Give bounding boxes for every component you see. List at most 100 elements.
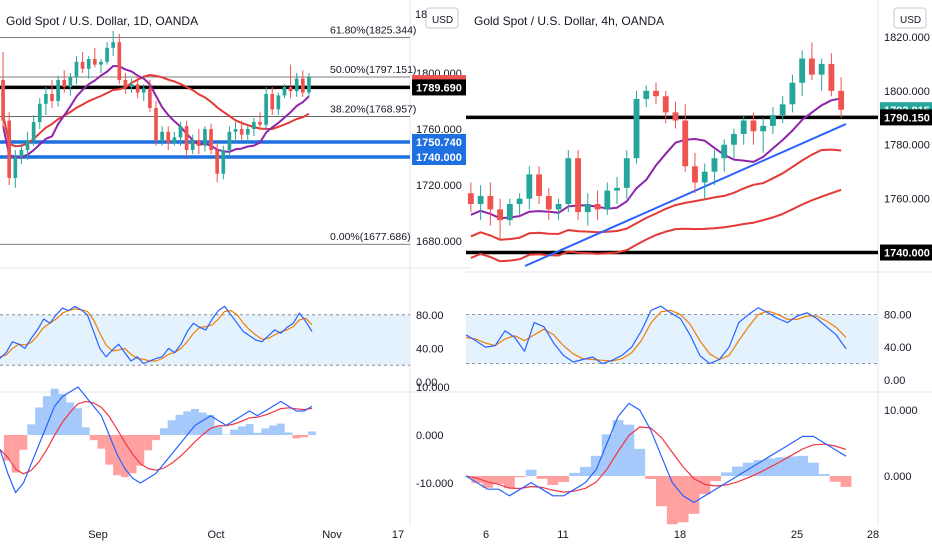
stoch-d-line bbox=[0, 308, 313, 362]
time-axis-label: 6 bbox=[483, 529, 489, 541]
stoch-axis-label: 0.00 bbox=[416, 377, 437, 389]
price-tag-bg bbox=[412, 149, 466, 165]
candle-body bbox=[166, 131, 171, 143]
candle-body bbox=[129, 84, 134, 87]
macd-histogram-bar bbox=[634, 448, 646, 476]
macd-axis-label: 10.000 bbox=[884, 405, 918, 417]
macd-histogram-bar bbox=[677, 476, 689, 523]
price-tag-bg bbox=[412, 133, 466, 150]
candle-body bbox=[184, 126, 189, 150]
macd-histogram-bar bbox=[808, 462, 819, 476]
macd-histogram-bar bbox=[230, 429, 238, 435]
candle-body bbox=[178, 126, 183, 138]
candle-body bbox=[692, 166, 698, 183]
candle-body bbox=[203, 129, 207, 146]
macd-histogram-bar bbox=[493, 476, 504, 484]
time-axis-label: 11 bbox=[557, 529, 568, 541]
candle-body bbox=[300, 78, 305, 93]
macd-histogram-bar bbox=[666, 476, 678, 525]
macd-histogram-bar bbox=[753, 460, 765, 476]
candle-body bbox=[604, 190, 611, 210]
candle-body bbox=[526, 174, 533, 199]
right-currency-button[interactable]: USD bbox=[893, 7, 927, 29]
macd-histogram-bar bbox=[547, 476, 559, 485]
stoch-band bbox=[0, 314, 410, 366]
candle-body bbox=[672, 112, 679, 121]
macd-histogram-bar bbox=[292, 435, 301, 439]
candle-body bbox=[770, 115, 776, 126]
candle-body bbox=[74, 61, 79, 78]
candle-body bbox=[50, 94, 54, 101]
macd-histogram-bar bbox=[525, 469, 537, 476]
time-axis-label: 25 bbox=[791, 529, 803, 541]
candle-body bbox=[294, 78, 299, 92]
time-axis-label: 28 bbox=[867, 529, 879, 541]
candle-body bbox=[760, 125, 767, 132]
candle-body bbox=[209, 129, 213, 150]
stoch-axis-label: 0.00 bbox=[884, 375, 905, 387]
macd-histogram-bar bbox=[710, 476, 722, 482]
macd-histogram-bar bbox=[19, 435, 28, 450]
candle-body bbox=[1, 80, 5, 121]
moving-average-purple bbox=[2, 65, 310, 159]
fib-level-label: 0.00%(1677.686) bbox=[330, 231, 411, 243]
fib-level-label: 50.00%(1797.151) bbox=[330, 64, 416, 76]
candle-body bbox=[215, 150, 220, 174]
candle-body bbox=[536, 174, 542, 196]
right-chart-title: Gold Spot / U.S. Dollar, 4h, OANDA bbox=[474, 14, 664, 28]
left-currency-label: USD bbox=[432, 15, 453, 26]
macd-histogram-bar bbox=[284, 432, 293, 435]
candle-body bbox=[662, 96, 669, 113]
price-axis-label: 1800.000 bbox=[884, 86, 930, 98]
candle-body bbox=[227, 131, 232, 150]
macd-histogram-bar bbox=[245, 424, 254, 435]
candle-body bbox=[86, 59, 91, 69]
macd-histogram-bar bbox=[136, 435, 145, 466]
fib-level-label: 61.80%(1825.344) bbox=[330, 25, 416, 37]
macd-histogram-bar bbox=[308, 431, 316, 435]
macd-histogram-bar bbox=[300, 435, 309, 438]
candle-body bbox=[56, 80, 60, 101]
macd-histogram-bar bbox=[590, 455, 602, 476]
candle-body bbox=[740, 120, 747, 134]
macd-histogram-bar bbox=[261, 428, 270, 435]
macd-histogram-bar bbox=[829, 476, 841, 482]
candle-body bbox=[288, 87, 293, 92]
price-axis-label: 1680.000 bbox=[416, 236, 462, 248]
macd-histogram-bar bbox=[775, 457, 787, 476]
macd-histogram-bar bbox=[198, 412, 207, 435]
macd-histogram-bar bbox=[214, 426, 223, 435]
candle-body bbox=[68, 77, 73, 87]
candle-body bbox=[172, 137, 177, 143]
time-axis-label: 18 bbox=[674, 529, 686, 541]
macd-signal-line bbox=[465, 426, 847, 493]
macd-histogram-bar bbox=[504, 476, 515, 489]
candle-body bbox=[44, 94, 48, 104]
candle-body bbox=[307, 77, 311, 93]
candle-body bbox=[633, 98, 640, 159]
left-chart-title: Gold Spot / U.S. Dollar, 1D, OANDA bbox=[6, 14, 198, 28]
macd-histogram-bar bbox=[89, 435, 98, 441]
macd-histogram-bar bbox=[786, 456, 798, 476]
candle-body bbox=[7, 120, 12, 178]
macd-histogram-bar bbox=[167, 420, 176, 435]
candle-body bbox=[721, 144, 728, 159]
left-currency-button[interactable]: USD bbox=[425, 7, 459, 29]
time-axis-label: Nov bbox=[322, 529, 342, 541]
price-axis-label: 1760.000 bbox=[884, 194, 930, 206]
candle-body bbox=[506, 204, 513, 221]
candle-body bbox=[565, 158, 572, 205]
macd-line bbox=[0, 386, 313, 494]
macd-histogram-bar bbox=[11, 435, 20, 473]
candle-body bbox=[154, 108, 158, 141]
macd-histogram-bar bbox=[253, 432, 262, 435]
macd-histogram-bar bbox=[558, 476, 570, 482]
macd-histogram-bar bbox=[42, 396, 51, 435]
price-tag: 1790.150 bbox=[884, 112, 930, 124]
moving-average-red bbox=[2, 74, 310, 148]
macd-histogram-bar bbox=[818, 474, 830, 476]
candle-body bbox=[190, 140, 195, 150]
candle-body bbox=[258, 122, 262, 125]
stoch-axis-label: 40.00 bbox=[884, 342, 912, 354]
